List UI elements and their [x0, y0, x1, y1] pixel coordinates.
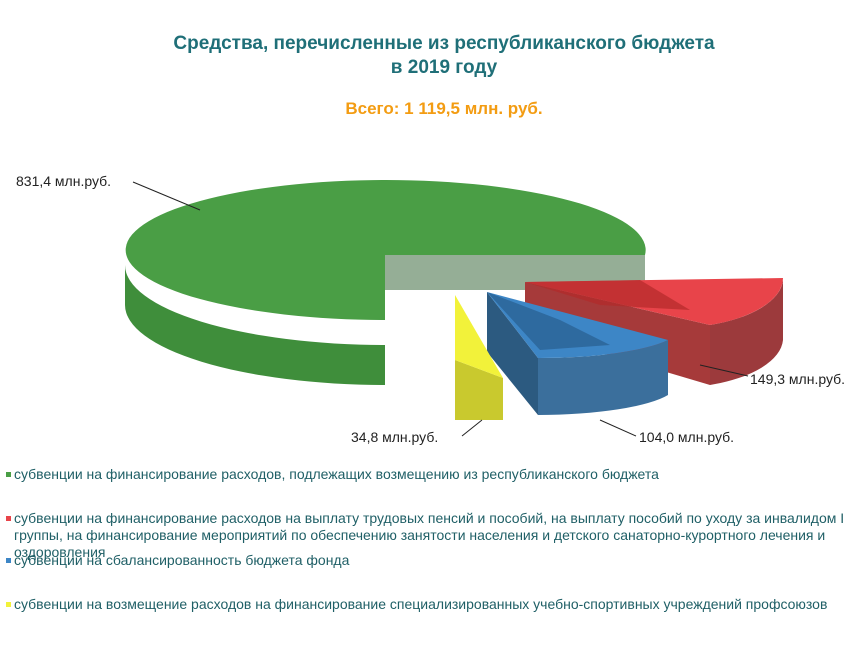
chart-title-line-1: Средства, перечисленные из республиканск… — [173, 33, 715, 54]
pie-slice-blue — [487, 292, 668, 415]
legend-swatch-red — [6, 516, 11, 521]
leader-line-green — [132, 181, 201, 211]
legend-swatch-green — [6, 472, 11, 477]
legend-item-red: субвенции на финансирование расходов на … — [6, 510, 866, 561]
pie-chart: 831,4 млн.руб. 149,3 млн.руб. 104,0 млн.… — [16, 173, 845, 445]
chart-title: Средства, перечисленные из республиканск… — [0, 32, 868, 80]
leader-line-blue — [599, 419, 637, 437]
legend-item-yellow: субвенции на возмещение расходов на фина… — [6, 596, 866, 613]
data-label-red: 149,3 млн.руб. — [750, 371, 845, 387]
leader-line-yellow — [461, 419, 483, 437]
legend-label-yellow: субвенции на возмещение расходов на фина… — [14, 596, 828, 612]
chart-subtitle-total: Всего: 1 119,5 млн. руб. — [345, 99, 543, 118]
chart-title-line-2: в 2019 году — [390, 57, 498, 78]
legend-label-red: субвенции на финансирование расходов на … — [14, 510, 845, 560]
legend-swatch-blue — [6, 558, 11, 563]
legend-swatch-yellow — [6, 602, 11, 607]
data-label-blue: 104,0 млн.руб. — [639, 429, 734, 445]
legend-item-blue: субвенции на сбалансированность бюджета … — [6, 552, 866, 569]
legend-item-green: субвенции на финансирование расходов, по… — [6, 466, 866, 483]
legend-label-blue: субвенции на сбалансированность бюджета … — [14, 552, 350, 568]
data-label-yellow: 34,8 млн.руб. — [351, 429, 438, 445]
pie-slice-yellow — [455, 295, 503, 420]
data-label-green: 831,4 млн.руб. — [16, 173, 111, 189]
legend-label-green: субвенции на финансирование расходов, по… — [14, 466, 659, 482]
leader-line-red — [699, 364, 749, 377]
